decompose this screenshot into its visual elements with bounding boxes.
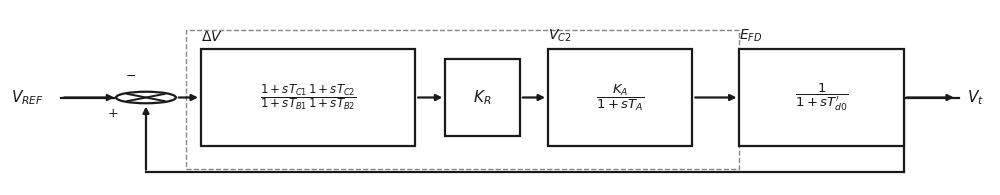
Bar <box>186 30 739 169</box>
Text: $K_R$: $K_R$ <box>473 88 492 107</box>
Bar <box>548 50 692 145</box>
Bar <box>201 50 415 145</box>
Bar <box>445 59 520 136</box>
Text: $E_{FD}$: $E_{FD}$ <box>739 27 763 44</box>
Circle shape <box>116 92 176 103</box>
Text: +: + <box>108 107 118 120</box>
Text: $V_{REF}$: $V_{REF}$ <box>11 88 44 107</box>
Bar <box>739 50 904 145</box>
Text: $V_t$: $V_t$ <box>967 88 984 107</box>
Text: $\dfrac{1+sT_{C1}}{1+sT_{B1}}\dfrac{1+sT_{C2}}{1+sT_{B2}}$: $\dfrac{1+sT_{C1}}{1+sT_{B1}}\dfrac{1+sT… <box>260 82 356 113</box>
Text: −: − <box>126 70 136 83</box>
Text: $\dfrac{1}{1+sT_{d0}^{\prime}}$: $\dfrac{1}{1+sT_{d0}^{\prime}}$ <box>795 82 849 113</box>
Text: $\Delta V$: $\Delta V$ <box>201 30 223 44</box>
Text: $V_{C2}$: $V_{C2}$ <box>548 27 571 44</box>
Text: $\dfrac{K_A}{1+sT_A}$: $\dfrac{K_A}{1+sT_A}$ <box>596 82 644 113</box>
